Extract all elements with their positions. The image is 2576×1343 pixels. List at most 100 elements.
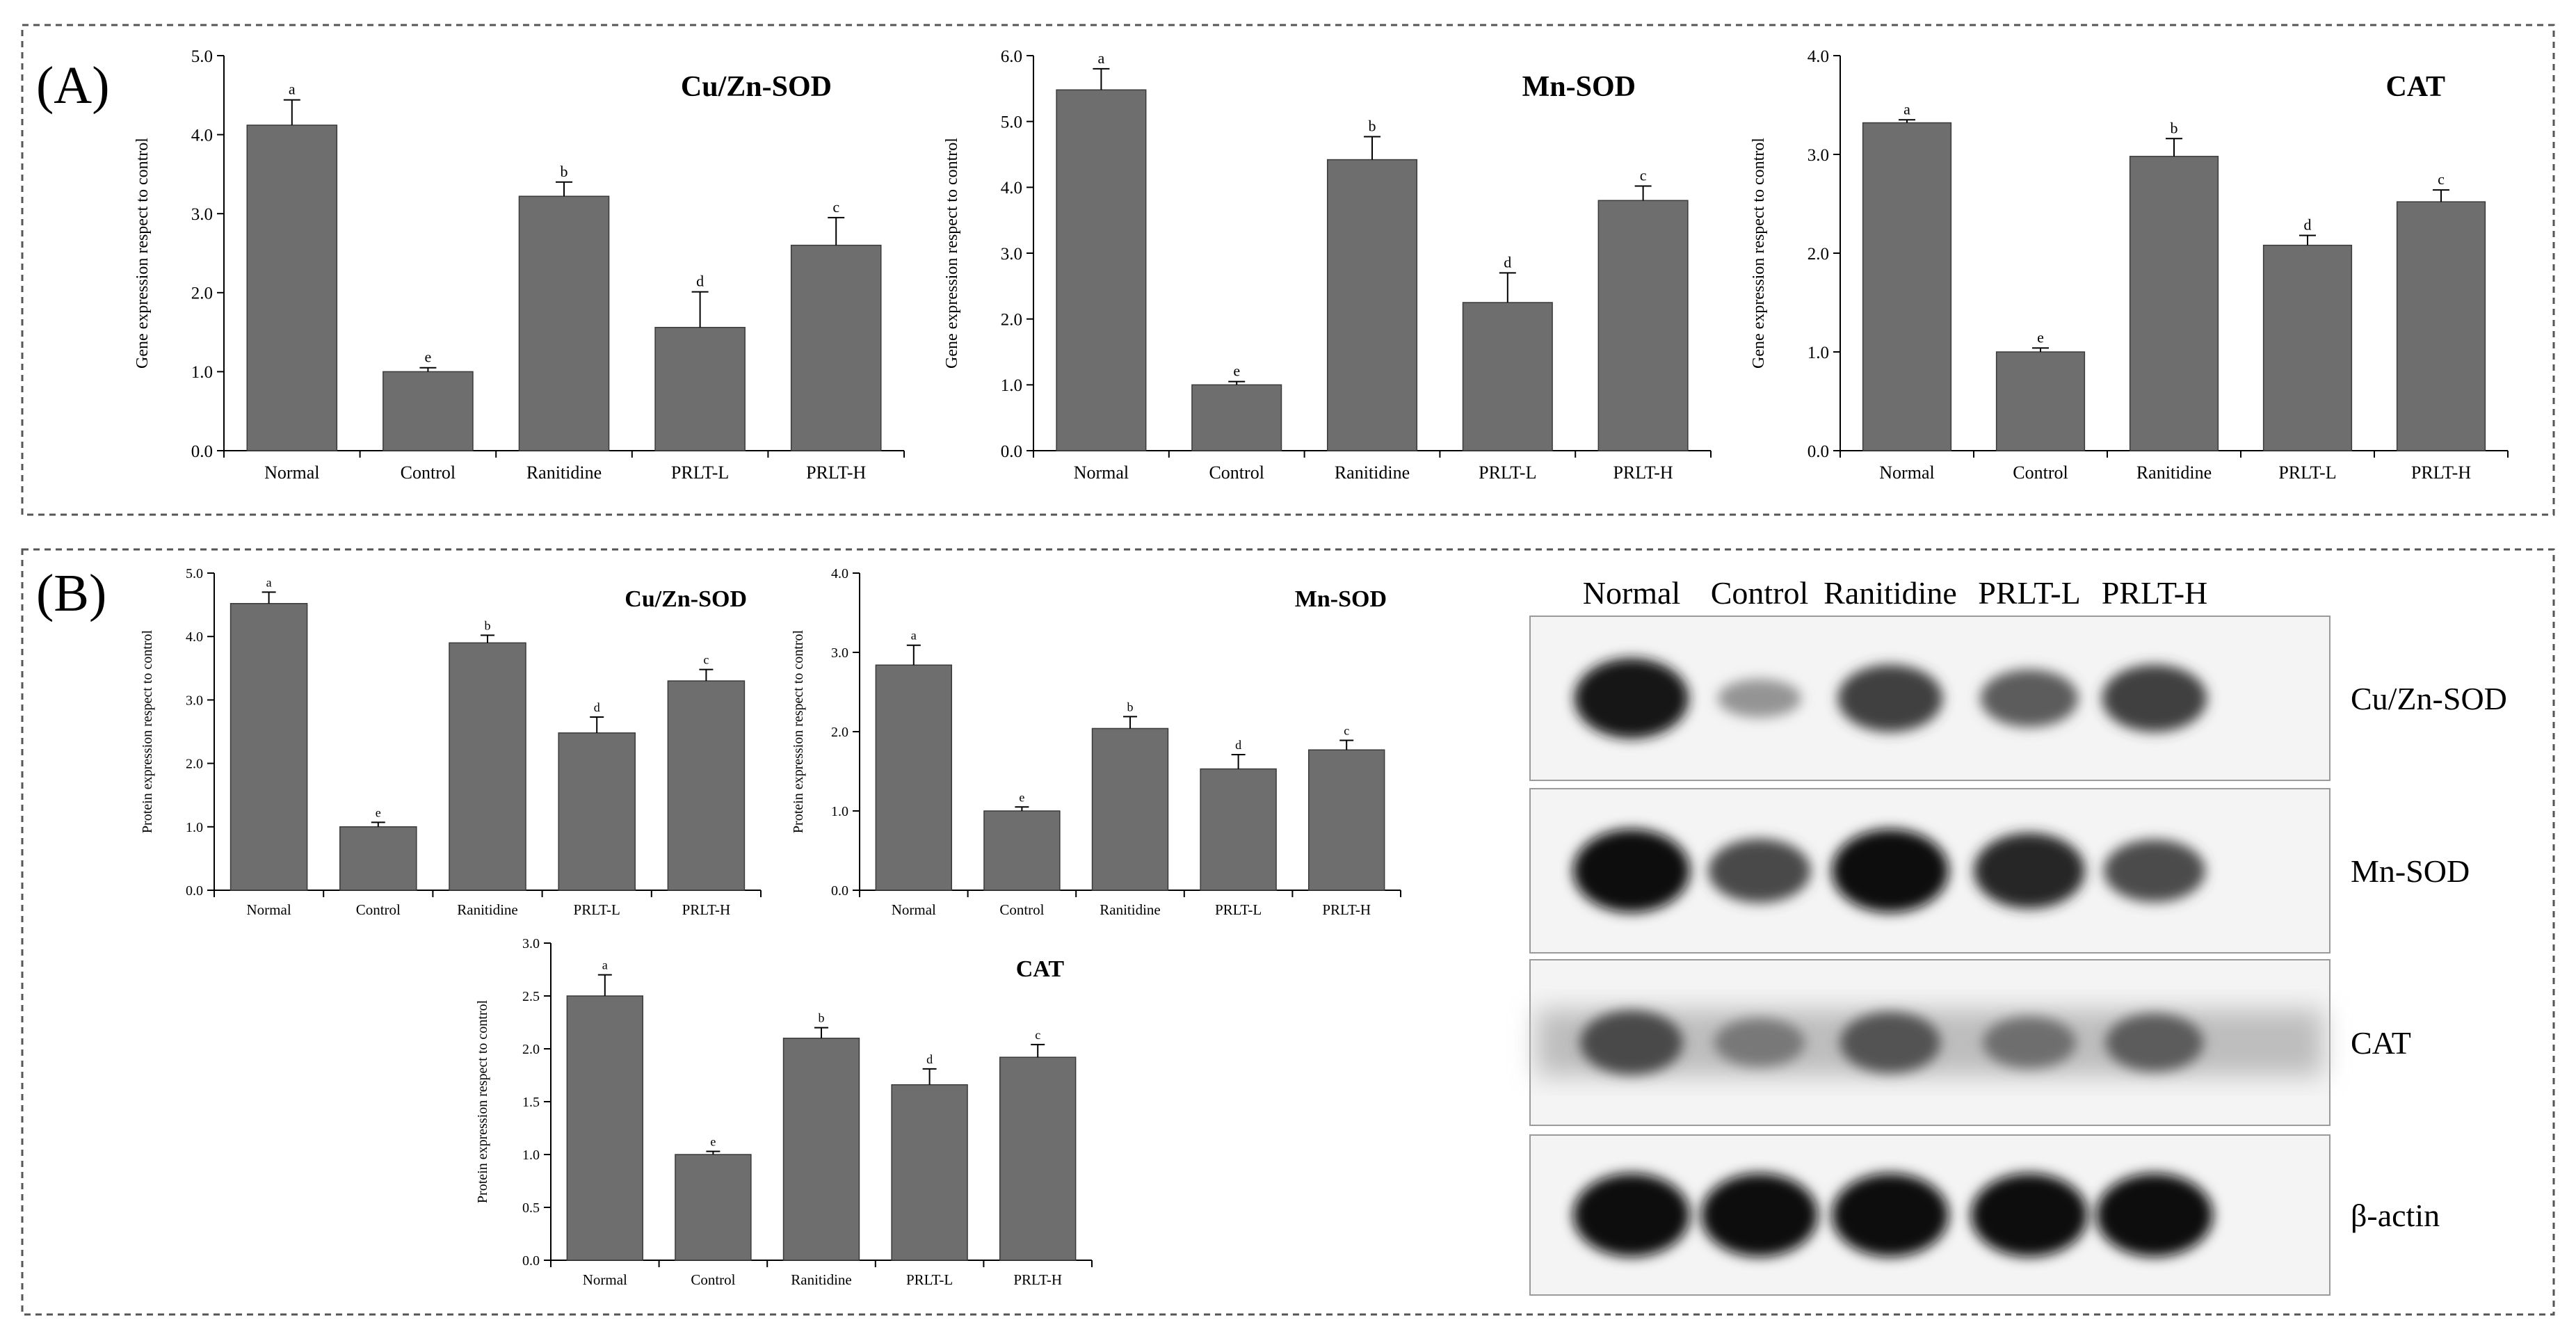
blot-lane-label: Control (1711, 575, 1809, 611)
blot-band (2103, 839, 2206, 903)
bar (654, 327, 746, 451)
y-tick-label: 1.0 (522, 1148, 540, 1163)
blot-strip (1529, 616, 2331, 781)
chart-title: Mn-SOD (1295, 586, 1387, 612)
significance-letter: d (926, 1052, 933, 1066)
blot-band (1701, 1173, 1818, 1257)
blot-band (1837, 664, 1943, 732)
x-tick-label: Ranitidine (2136, 463, 2212, 483)
x-tick-label: PRLT-H (1013, 1271, 1062, 1288)
y-tick-label: 0.0 (522, 1253, 540, 1269)
y-tick-label: 4.0 (1808, 47, 1829, 66)
bar (1862, 122, 1952, 451)
significance-letter: c (1035, 1028, 1040, 1042)
chart-title: CAT (2385, 71, 2445, 103)
significance-letter: e (1233, 362, 1240, 380)
x-tick-label: Control (691, 1271, 735, 1288)
bar (2129, 156, 2219, 451)
significance-letter: d (696, 273, 704, 290)
significance-letter: c (1344, 724, 1349, 738)
bar (2262, 244, 2353, 451)
y-tick-label: 4.0 (1001, 179, 1022, 198)
bar (782, 1038, 860, 1261)
y-tick-label: 3.0 (191, 205, 213, 224)
y-tick-label: 3.0 (831, 645, 848, 661)
panel-a-border (21, 24, 2555, 516)
blot-band (1574, 658, 1689, 739)
panel-b-label: (B) (36, 564, 106, 622)
blot-row-label: Cu/Zn-SOD (2351, 681, 2507, 716)
y-tick-label: 1.0 (191, 363, 213, 382)
significance-letter: a (1098, 49, 1105, 67)
x-tick-label: PRLT-H (682, 901, 731, 918)
blot-strip (1529, 788, 2331, 954)
y-axis-label: Protein expression respect to control (791, 629, 806, 833)
bar (558, 732, 636, 891)
y-tick-label: 3.0 (522, 936, 540, 951)
x-tick-label: Normal (892, 901, 936, 918)
western-blot: Normal Control Ranitidine PRLT-L PRLT-H Cu/Zn… (1529, 575, 2507, 1296)
y-tick-label: 2.5 (522, 989, 540, 1004)
x-tick-label: Ranitidine (457, 901, 518, 918)
blot-band (2102, 664, 2207, 732)
x-tick-label: Ranitidine (526, 463, 602, 483)
blot-band (1573, 829, 1690, 912)
significance-letter: a (602, 958, 608, 972)
y-tick-label: 1.5 (522, 1095, 540, 1110)
y-tick-label: 4.0 (186, 629, 203, 645)
y-tick-label: 2.0 (522, 1042, 540, 1057)
chart-a1-cu-zn-sod-gene: 0.0 1.0 2.0 3.0 4.0 5.0 Normal Control Ranitidin… (134, 47, 905, 483)
significance-letter: d (2304, 216, 2312, 233)
bar (1462, 302, 1553, 451)
blot-band (1840, 1012, 1941, 1073)
significance-letter: e (2037, 328, 2044, 346)
blot-row-label: CAT (2351, 1025, 2411, 1061)
bar (383, 371, 474, 451)
bar (2396, 201, 2486, 451)
significance-letter: a (1903, 100, 1910, 118)
x-tick-label: Control (2013, 463, 2068, 483)
y-tick-label: 2.0 (1808, 245, 1829, 264)
x-tick-label: PRLT-L (906, 1271, 953, 1288)
x-tick-label: Control (356, 901, 401, 918)
y-tick-label: 6.0 (1001, 47, 1022, 66)
panel-b-border (21, 548, 2555, 1316)
y-tick-label: 3.0 (1001, 245, 1022, 264)
chart-b3-cat-protein: 0.0 0.5 1.0 1.5 2.0 2.5 3.0 Normal Control Raniti… (475, 936, 1093, 1288)
bar (667, 680, 746, 891)
y-tick-label: 0.0 (1001, 442, 1022, 461)
chart-b1-cu-zn-sod-protein: 0.0 1.0 2.0 3.0 4.0 5.0 Normal Control Ranitidin… (140, 566, 762, 918)
x-tick-label: PRLT-H (1613, 463, 1673, 483)
y-tick-label: 2.0 (191, 284, 213, 303)
x-tick-label: Ranitidine (1100, 901, 1161, 918)
blot-lane-label: PRLT-L (1978, 575, 2080, 611)
significance-letter: d (1504, 253, 1511, 271)
significance-letter: e (425, 348, 432, 366)
bar (983, 810, 1061, 891)
blot-band (1974, 833, 2085, 909)
x-tick-label: Control (999, 901, 1044, 918)
y-tick-label: 3.0 (186, 693, 203, 708)
blot-band (1832, 829, 1949, 912)
y-tick-label: 5.0 (186, 566, 203, 581)
blot-band (1714, 1018, 1805, 1067)
y-tick-label: 3.0 (1808, 146, 1829, 165)
blot-band (2105, 1013, 2204, 1072)
significance-letter: c (832, 198, 839, 216)
chart-title: Cu/Zn-SOD (681, 71, 832, 103)
x-tick-label: PRLT-L (2278, 463, 2336, 483)
y-axis-label: Protein expression respect to control (475, 999, 490, 1203)
bar (339, 826, 417, 891)
chart-title: Mn-SOD (1522, 71, 1636, 103)
blot-strip (1529, 959, 2331, 1126)
significance-letter: b (1127, 700, 1134, 714)
bar (999, 1056, 1077, 1261)
blot-band (1971, 1173, 2088, 1257)
bar (246, 124, 338, 451)
y-tick-label: 5.0 (1001, 113, 1022, 131)
blot-band (1832, 1173, 1949, 1257)
y-tick-label: 1.0 (186, 820, 203, 835)
significance-letter: a (289, 81, 296, 98)
x-tick-label: PRLT-H (1322, 901, 1371, 918)
blot-band (1983, 1017, 2076, 1068)
